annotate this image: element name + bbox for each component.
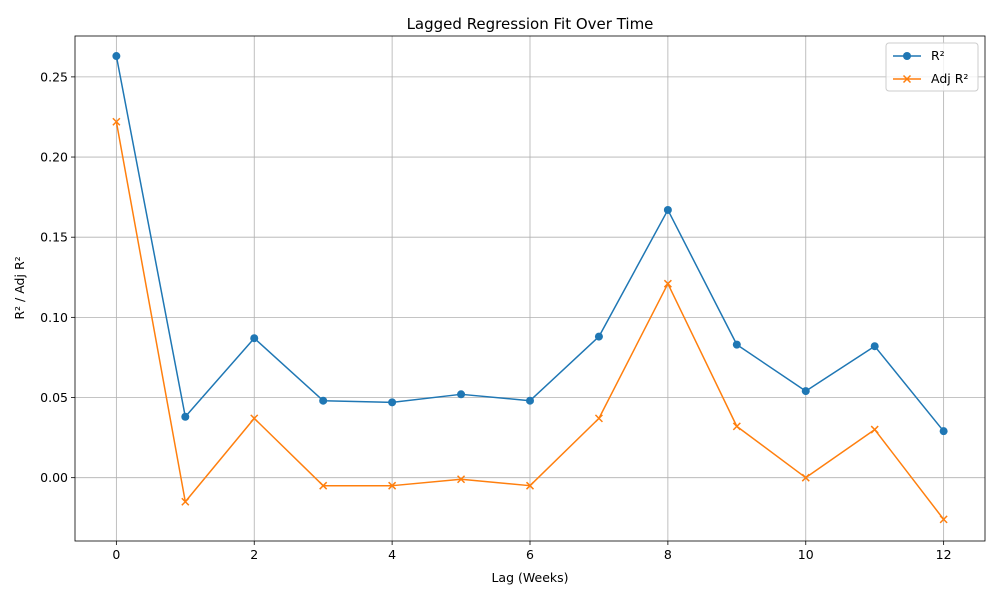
y-tick-label: 0.20 (40, 150, 68, 165)
data-point (388, 481, 397, 490)
data-point (112, 52, 121, 61)
legend-marker-adj-r2 (902, 74, 912, 84)
data-point (319, 481, 328, 490)
data-point (526, 396, 534, 405)
y-tick-label: 0.25 (40, 69, 68, 84)
data-point (181, 497, 190, 506)
x-tick-label: 10 (798, 547, 814, 562)
data-point (663, 279, 672, 288)
data-point (594, 414, 603, 423)
data-point (663, 205, 672, 214)
chart-title: Lagged Regression Fit Over Time (407, 15, 654, 33)
data-point (319, 396, 328, 405)
data-point (801, 473, 810, 482)
series-adj-r2 (112, 117, 948, 524)
series-r2 (112, 52, 948, 436)
y-axis: 0.00 0.05 0.10 0.15 0.20 0.25 (40, 69, 75, 485)
data-point (457, 475, 466, 484)
x-tick-label: 2 (250, 547, 258, 562)
legend-marker-r2 (903, 52, 911, 60)
data-point (939, 427, 948, 436)
data-point (594, 332, 603, 341)
data-point (388, 398, 397, 407)
data-point (457, 390, 466, 399)
data-point (870, 342, 879, 351)
x-tick-label: 12 (936, 547, 952, 562)
x-tick-label: 4 (388, 547, 396, 562)
x-tick-label: 8 (664, 547, 672, 562)
x-tick-label: 6 (526, 547, 534, 562)
y-tick-label: 0.10 (40, 310, 68, 325)
x-axis-label: Lag (Weeks) (491, 570, 568, 585)
data-point (112, 117, 121, 126)
x-axis: 0 2 4 6 8 10 12 (112, 541, 952, 562)
legend-label-r2: R² (931, 48, 945, 63)
y-axis-label: R² / Adj R² (12, 256, 27, 319)
data-point (525, 481, 535, 490)
data-point (732, 340, 741, 349)
data-point (939, 515, 948, 524)
legend: R² Adj R² (885, 42, 979, 92)
y-tick-label: 0.05 (40, 390, 68, 405)
y-tick-label: 0.00 (40, 470, 68, 485)
x-tick-label: 0 (112, 547, 120, 562)
data-point (870, 425, 879, 434)
legend-label-adj-r2: Adj R² (931, 71, 968, 86)
data-point (732, 422, 741, 431)
y-tick-label: 0.15 (40, 230, 68, 245)
series-layer (112, 52, 948, 524)
data-point (250, 334, 259, 343)
data-point (250, 414, 259, 423)
data-point (801, 387, 810, 396)
data-point (181, 412, 190, 421)
